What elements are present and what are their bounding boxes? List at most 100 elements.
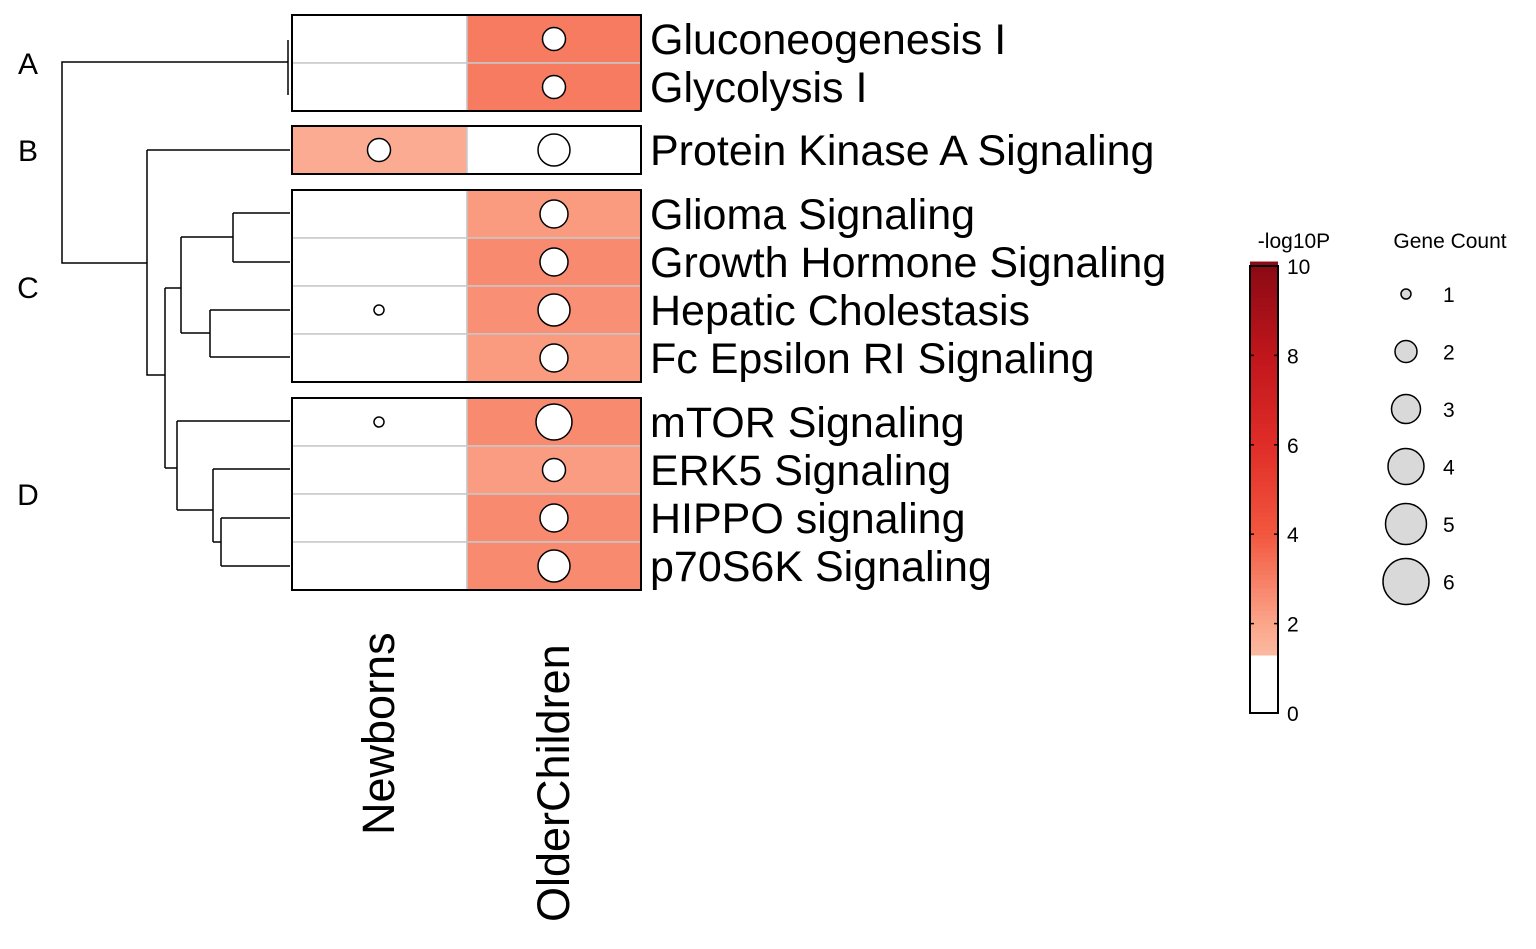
heatmap-cell bbox=[291, 189, 468, 239]
heatmap-cell bbox=[291, 333, 468, 383]
colorbar-segment bbox=[1250, 525, 1278, 531]
colorbar-segment bbox=[1250, 587, 1278, 593]
row-dendrogram bbox=[61, 40, 290, 567]
colorbar-segment bbox=[1250, 583, 1278, 589]
row-label: Glioma Signaling bbox=[650, 191, 975, 239]
gene-count-dot bbox=[541, 26, 567, 52]
colorbar-segment bbox=[1250, 453, 1278, 459]
colorbar-segment bbox=[1250, 650, 1278, 656]
colorbar-segment bbox=[1250, 641, 1278, 647]
size-legend-dot bbox=[1400, 288, 1412, 300]
size-legend-label: 2 bbox=[1443, 342, 1455, 365]
colorbar-segment bbox=[1250, 355, 1278, 361]
color-legend-title: -log10P bbox=[1258, 230, 1330, 253]
colorbar-segment bbox=[1250, 476, 1278, 482]
gene-count-dot bbox=[366, 137, 392, 163]
size-legend-dot bbox=[1394, 339, 1418, 364]
size-legend-label: 3 bbox=[1443, 399, 1455, 422]
heatmap-cell bbox=[291, 237, 468, 287]
group-label: B bbox=[18, 135, 38, 168]
row-label: Fc Epsilon RI Signaling bbox=[650, 335, 1095, 383]
colorbar-segment bbox=[1250, 520, 1278, 526]
colorbar-segment bbox=[1250, 637, 1278, 643]
colorbar-tick-label: 8 bbox=[1287, 345, 1299, 368]
row-label: p70S6K Signaling bbox=[650, 543, 992, 591]
colorbar-segment bbox=[1250, 493, 1278, 500]
colorbar-segment bbox=[1250, 306, 1278, 312]
colorbar-segment bbox=[1250, 498, 1278, 504]
colorbar-segment bbox=[1250, 628, 1278, 634]
colorbar-segment bbox=[1250, 368, 1278, 374]
colorbar-segment bbox=[1250, 377, 1278, 383]
colorbar-segment bbox=[1250, 449, 1278, 455]
group-label: A bbox=[18, 48, 38, 81]
size-legend-label: 6 bbox=[1443, 572, 1455, 595]
group-box bbox=[291, 397, 642, 591]
colorbar-tick-label: 4 bbox=[1287, 524, 1299, 547]
row-label: HIPPO signaling bbox=[650, 495, 966, 543]
colorbar-segment bbox=[1250, 292, 1278, 298]
colorbar-segment bbox=[1250, 395, 1278, 401]
colorbar-segment bbox=[1250, 663, 1278, 669]
size-legend-label: 4 bbox=[1443, 457, 1455, 480]
row-label: mTOR Signaling bbox=[650, 399, 965, 447]
size-legend-dot bbox=[1390, 393, 1422, 425]
colorbar-segment bbox=[1250, 409, 1278, 415]
colorbar-segment bbox=[1250, 681, 1278, 687]
colorbar-segment bbox=[1250, 310, 1278, 316]
colorbar-segment bbox=[1250, 605, 1278, 611]
colorbar-segment bbox=[1250, 556, 1278, 562]
colorbar-segment bbox=[1250, 672, 1278, 678]
colorbar-segment bbox=[1250, 677, 1278, 683]
colorbar-segment bbox=[1250, 471, 1278, 477]
colorbar-segment bbox=[1250, 346, 1278, 352]
colorbar-segment bbox=[1250, 288, 1278, 294]
group-box bbox=[291, 125, 642, 175]
colorbar-frame bbox=[1249, 265, 1279, 714]
colorbar-segment bbox=[1250, 561, 1278, 567]
colorbar-segment bbox=[1250, 283, 1278, 289]
colorbar-segment bbox=[1250, 337, 1278, 343]
colorbar-segment bbox=[1250, 279, 1278, 285]
colorbar-segment bbox=[1250, 270, 1278, 276]
gene-count-dot bbox=[537, 133, 571, 167]
size-legend-dot bbox=[1382, 557, 1430, 606]
size-legend-label: 5 bbox=[1443, 514, 1455, 537]
group-box bbox=[291, 14, 642, 112]
column-label: Newborns bbox=[353, 632, 404, 835]
gene-count-dot bbox=[535, 403, 573, 441]
colorbar-segment bbox=[1250, 695, 1278, 701]
gene-count-dot bbox=[541, 457, 567, 483]
colorbar-segment bbox=[1250, 324, 1278, 330]
colorbar-segment bbox=[1250, 485, 1278, 491]
colorbar-segment bbox=[1250, 467, 1278, 473]
colorbar-segment bbox=[1250, 489, 1278, 495]
gene-count-dot bbox=[539, 343, 569, 373]
heatmap-cell bbox=[291, 493, 468, 543]
colorbar-segment bbox=[1250, 431, 1278, 437]
colorbar-segment bbox=[1250, 592, 1278, 598]
colorbar-segment bbox=[1250, 601, 1278, 607]
colorbar-segment bbox=[1250, 543, 1278, 549]
colorbar-segment bbox=[1250, 578, 1278, 584]
colorbar-segment bbox=[1250, 547, 1278, 553]
colorbar-segment bbox=[1250, 458, 1278, 464]
colorbar-segment bbox=[1250, 619, 1278, 625]
heatmap-cell bbox=[291, 14, 468, 64]
colorbar-segment bbox=[1250, 623, 1278, 629]
colorbar-segment bbox=[1250, 632, 1278, 638]
gene-count-dot bbox=[539, 199, 569, 229]
size-legend-label: 1 bbox=[1443, 284, 1455, 307]
colorbar-segment bbox=[1250, 422, 1278, 428]
colorbar-segment bbox=[1250, 552, 1278, 558]
size-legend-dot bbox=[1387, 447, 1425, 486]
colorbar-segment bbox=[1250, 502, 1278, 508]
group-label: C bbox=[17, 272, 39, 305]
colorbar-segment bbox=[1250, 364, 1278, 370]
colorbar-tick-label: 0 bbox=[1287, 703, 1299, 726]
row-label: ERK5 Signaling bbox=[650, 447, 951, 495]
colorbar-segment bbox=[1250, 534, 1278, 540]
colorbar-segment bbox=[1250, 614, 1278, 620]
colorbar-segment bbox=[1250, 444, 1278, 450]
